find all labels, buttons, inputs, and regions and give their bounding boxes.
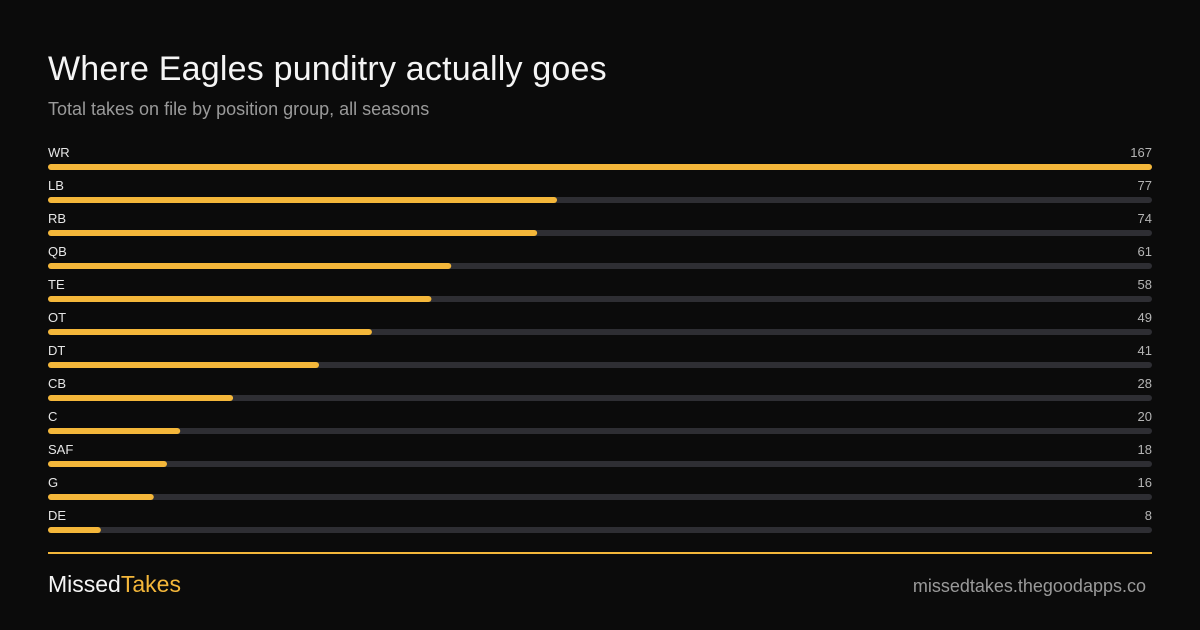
value-label: 41 — [1138, 343, 1152, 358]
site-url-link[interactable]: missedtakes.thegoodapps.co — [912, 576, 1146, 596]
value-label: 16 — [1138, 475, 1152, 490]
bar-row-saf: SAF 18 — [48, 442, 1152, 467]
bar-row-g: G 16 — [48, 475, 1152, 500]
value-label: 18 — [1138, 442, 1152, 457]
value-label: 74 — [1138, 211, 1152, 226]
chart-card: Where Eagles punditry actually goes Tota… — [48, 0, 1152, 630]
bar-row-dt: DT 41 — [48, 343, 1152, 368]
category-label: LB — [48, 178, 64, 193]
bar-row-cb: CB 28 — [48, 376, 1152, 401]
bar-row-de: DE 8 — [48, 508, 1152, 533]
bar-track — [48, 527, 1152, 533]
bar-row-qb: QB 61 — [48, 244, 1152, 269]
bar-track — [48, 494, 1152, 500]
bar-fill — [48, 428, 181, 434]
bar-fill — [48, 329, 372, 335]
category-label: DE — [48, 508, 66, 523]
bar-row-lb: LB 77 — [48, 178, 1152, 203]
category-label: C — [48, 409, 57, 424]
category-label: DT — [48, 343, 65, 358]
bar-fill — [48, 461, 167, 467]
bar-row-ot: OT 49 — [48, 310, 1152, 335]
value-label: 77 — [1138, 178, 1152, 193]
category-label: WR — [48, 145, 70, 160]
bar-fill — [48, 296, 432, 302]
category-label: OT — [48, 310, 66, 325]
brand-logo-second: Takes — [120, 571, 181, 597]
bar-row-te: TE 58 — [48, 277, 1152, 302]
bar-fill — [48, 197, 558, 203]
bar-fill — [48, 164, 1152, 170]
page-subtitle: Total takes on file by position group, a… — [48, 99, 430, 119]
brand-logo[interactable]: MissedTakes — [48, 571, 181, 598]
category-label: RB — [48, 211, 66, 226]
category-label: G — [48, 475, 58, 490]
value-label: 28 — [1138, 376, 1152, 391]
page-title: Where Eagles punditry actually goes — [48, 50, 607, 88]
value-label: 8 — [1145, 508, 1152, 523]
bar-fill — [48, 527, 101, 533]
bar-track — [48, 395, 1152, 401]
value-label: 20 — [1138, 409, 1152, 424]
brand-logo-first: Missed — [48, 571, 121, 597]
category-label: SAF — [48, 442, 73, 457]
value-label: 167 — [1130, 145, 1152, 160]
footer-divider — [48, 552, 1152, 554]
bar-fill — [48, 263, 452, 269]
bar-fill — [48, 494, 154, 500]
category-label: TE — [48, 277, 65, 292]
category-label: QB — [48, 244, 67, 259]
bar-row-wr: WR 167 — [48, 145, 1152, 170]
value-label: 61 — [1138, 244, 1152, 259]
bar-chart: WR 167 LB 77 RB 74 QB 61 TE 58 OT 49 DT 41 CB 28 C 20 SAF 1… — [48, 145, 1152, 533]
bar-row-rb: RB 74 — [48, 211, 1152, 236]
bar-track — [48, 461, 1152, 467]
category-label: CB — [48, 376, 66, 391]
value-label: 58 — [1138, 277, 1152, 292]
bar-fill — [48, 395, 234, 401]
bar-track — [48, 428, 1152, 434]
value-label: 49 — [1138, 310, 1152, 325]
bar-fill — [48, 230, 538, 236]
bar-fill — [48, 362, 320, 368]
bar-track — [48, 362, 1152, 368]
bar-row-c: C 20 — [48, 409, 1152, 434]
